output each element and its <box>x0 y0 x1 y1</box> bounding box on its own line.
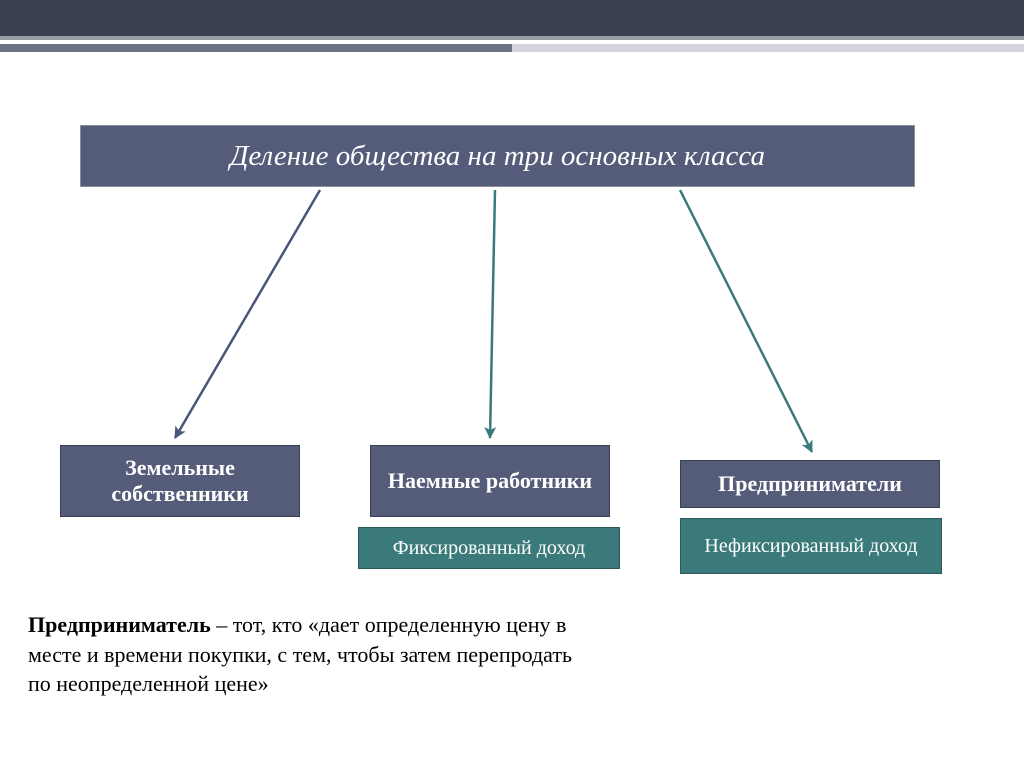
definition-term: Предприниматель <box>28 612 211 637</box>
header-bar <box>0 0 1024 40</box>
definition-text: Предприниматель – тот, кто «дает определ… <box>28 610 588 699</box>
header-accent <box>0 44 1024 52</box>
class-box-employees: Наемные работники <box>370 445 610 517</box>
class-box-entrepreneurs: Предприниматели <box>680 460 940 508</box>
diagram-title: Деление общества на три основных класса <box>80 125 915 187</box>
class-box-landowners: Земельные собственники <box>60 445 300 517</box>
income-box-nonfixed: Нефиксированный доход <box>680 518 942 574</box>
income-box-fixed: Фиксированный доход <box>358 527 620 569</box>
